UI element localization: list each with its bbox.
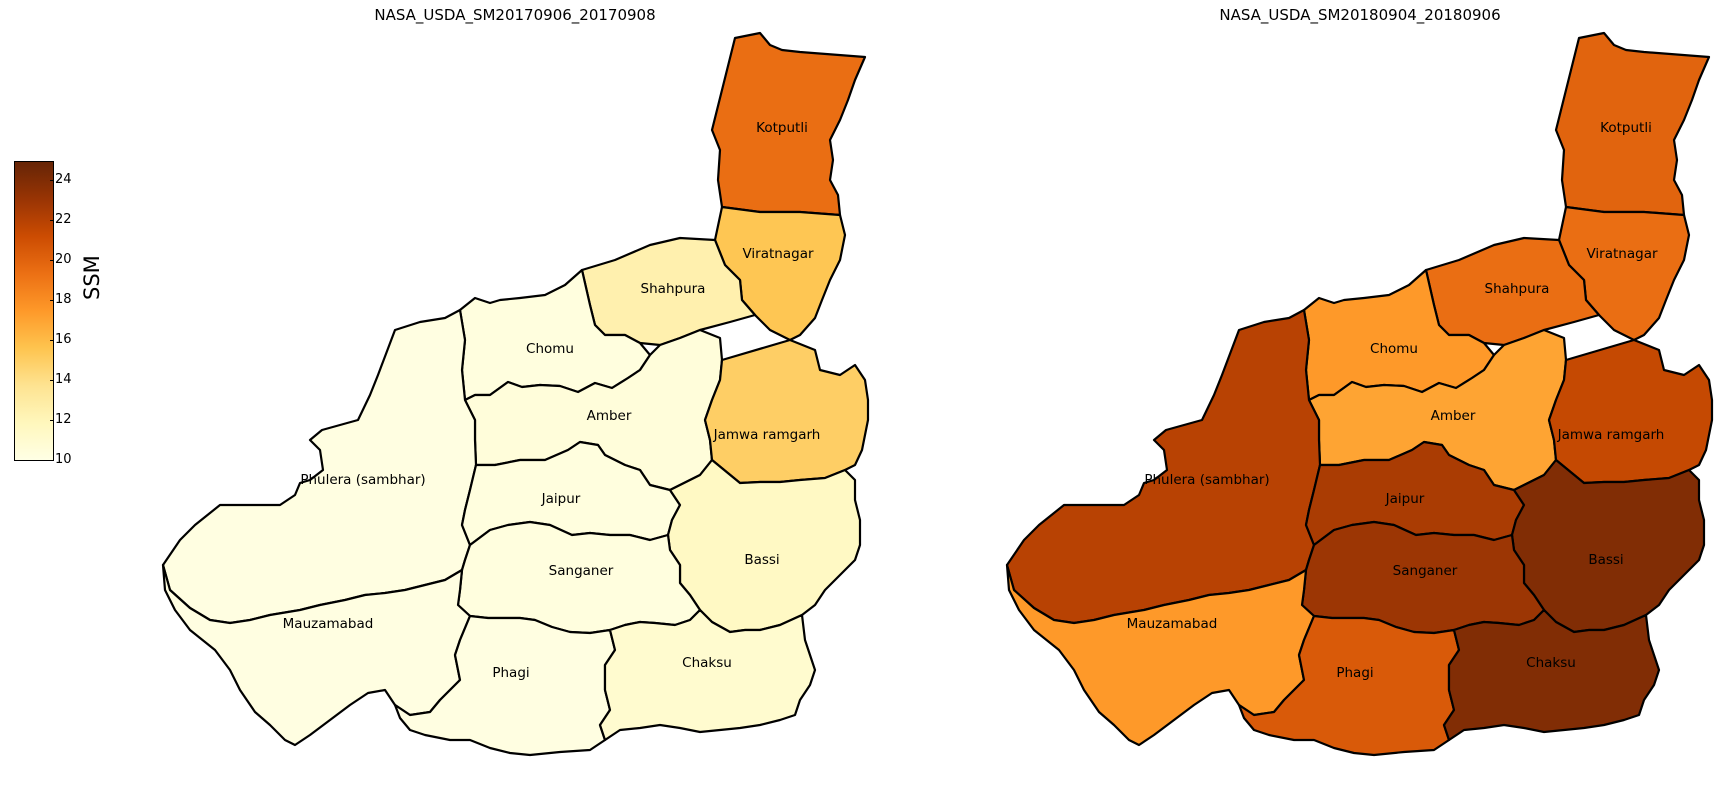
district-label-bassi: Bassi [1588,552,1623,568]
left-map: Kotputli Viratnagar Shahpura Chomu Amber Jamw… [161,31,870,757]
district-label-shahpura: Shahpura [1485,281,1550,297]
district-label-jaipur: Jaipur [1385,491,1425,507]
district-label-kotputli: Kotputli [1600,120,1652,136]
district-phulera-sambhar [161,308,478,625]
district-label-sanganer: Sanganer [1393,563,1458,579]
district-label-jamwa-ramgarh: Jamwa ramgarh [1557,427,1665,443]
district-label-viratnagar: Viratnagar [1586,246,1657,262]
district-label-chaksu: Chaksu [682,655,732,671]
colorbar-tick: 24 [50,172,72,187]
left-map-title: NASA_USDA_SM20170906_20170908 [374,6,656,24]
district-label-shahpura: Shahpura [641,281,706,297]
district-label-mauzamabad: Mauzamabad [1127,616,1218,632]
district-label-jamwa-ramgarh: Jamwa ramgarh [713,427,821,443]
district-label-kotputli: Kotputli [756,120,808,136]
right-map-title: NASA_USDA_SM20180904_20180906 [1219,6,1501,24]
district-label-chomu: Chomu [1370,341,1418,357]
district-label-phagi: Phagi [492,665,529,681]
district-phagi [393,614,617,757]
district-label-jaipur: Jaipur [541,491,581,507]
district-chaksu [1442,608,1661,742]
district-chaksu [598,608,817,742]
colorbar-label: SSM [80,255,104,300]
district-kotputli [710,31,867,217]
district-phagi [1237,614,1461,757]
district-jamwa-ramgarh [1547,338,1714,485]
colorbar-tick: 14 [50,372,72,387]
district-label-chaksu: Chaksu [1526,655,1576,671]
district-label-phagi: Phagi [1336,665,1373,681]
colorbar-tick: 22 [50,212,72,227]
district-label-viratnagar: Viratnagar [742,246,813,262]
district-label-chomu: Chomu [526,341,574,357]
district-label-amber: Amber [1431,408,1476,424]
district-label-bassi: Bassi [744,552,779,568]
district-phulera-sambhar [1005,308,1322,625]
district-label-phulera-sambhar: Phulera (sambhar) [300,472,425,488]
district-label-phulera-sambhar: Phulera (sambhar) [1144,472,1269,488]
colorbar [14,161,54,461]
colorbar-tick: 12 [50,412,72,427]
colorbar-tick: 20 [50,252,72,267]
colorbar-tick: 10 [50,452,72,467]
district-jamwa-ramgarh [703,338,870,485]
right-map: Kotputli Viratnagar Shahpura Chomu Amber Jamw… [1005,31,1714,757]
district-label-sanganer: Sanganer [549,563,614,579]
colorbar-tick: 18 [50,292,72,307]
district-label-amber: Amber [587,408,632,424]
colorbar-tick: 16 [50,332,72,347]
district-label-mauzamabad: Mauzamabad [283,616,374,632]
district-kotputli [1554,31,1711,217]
